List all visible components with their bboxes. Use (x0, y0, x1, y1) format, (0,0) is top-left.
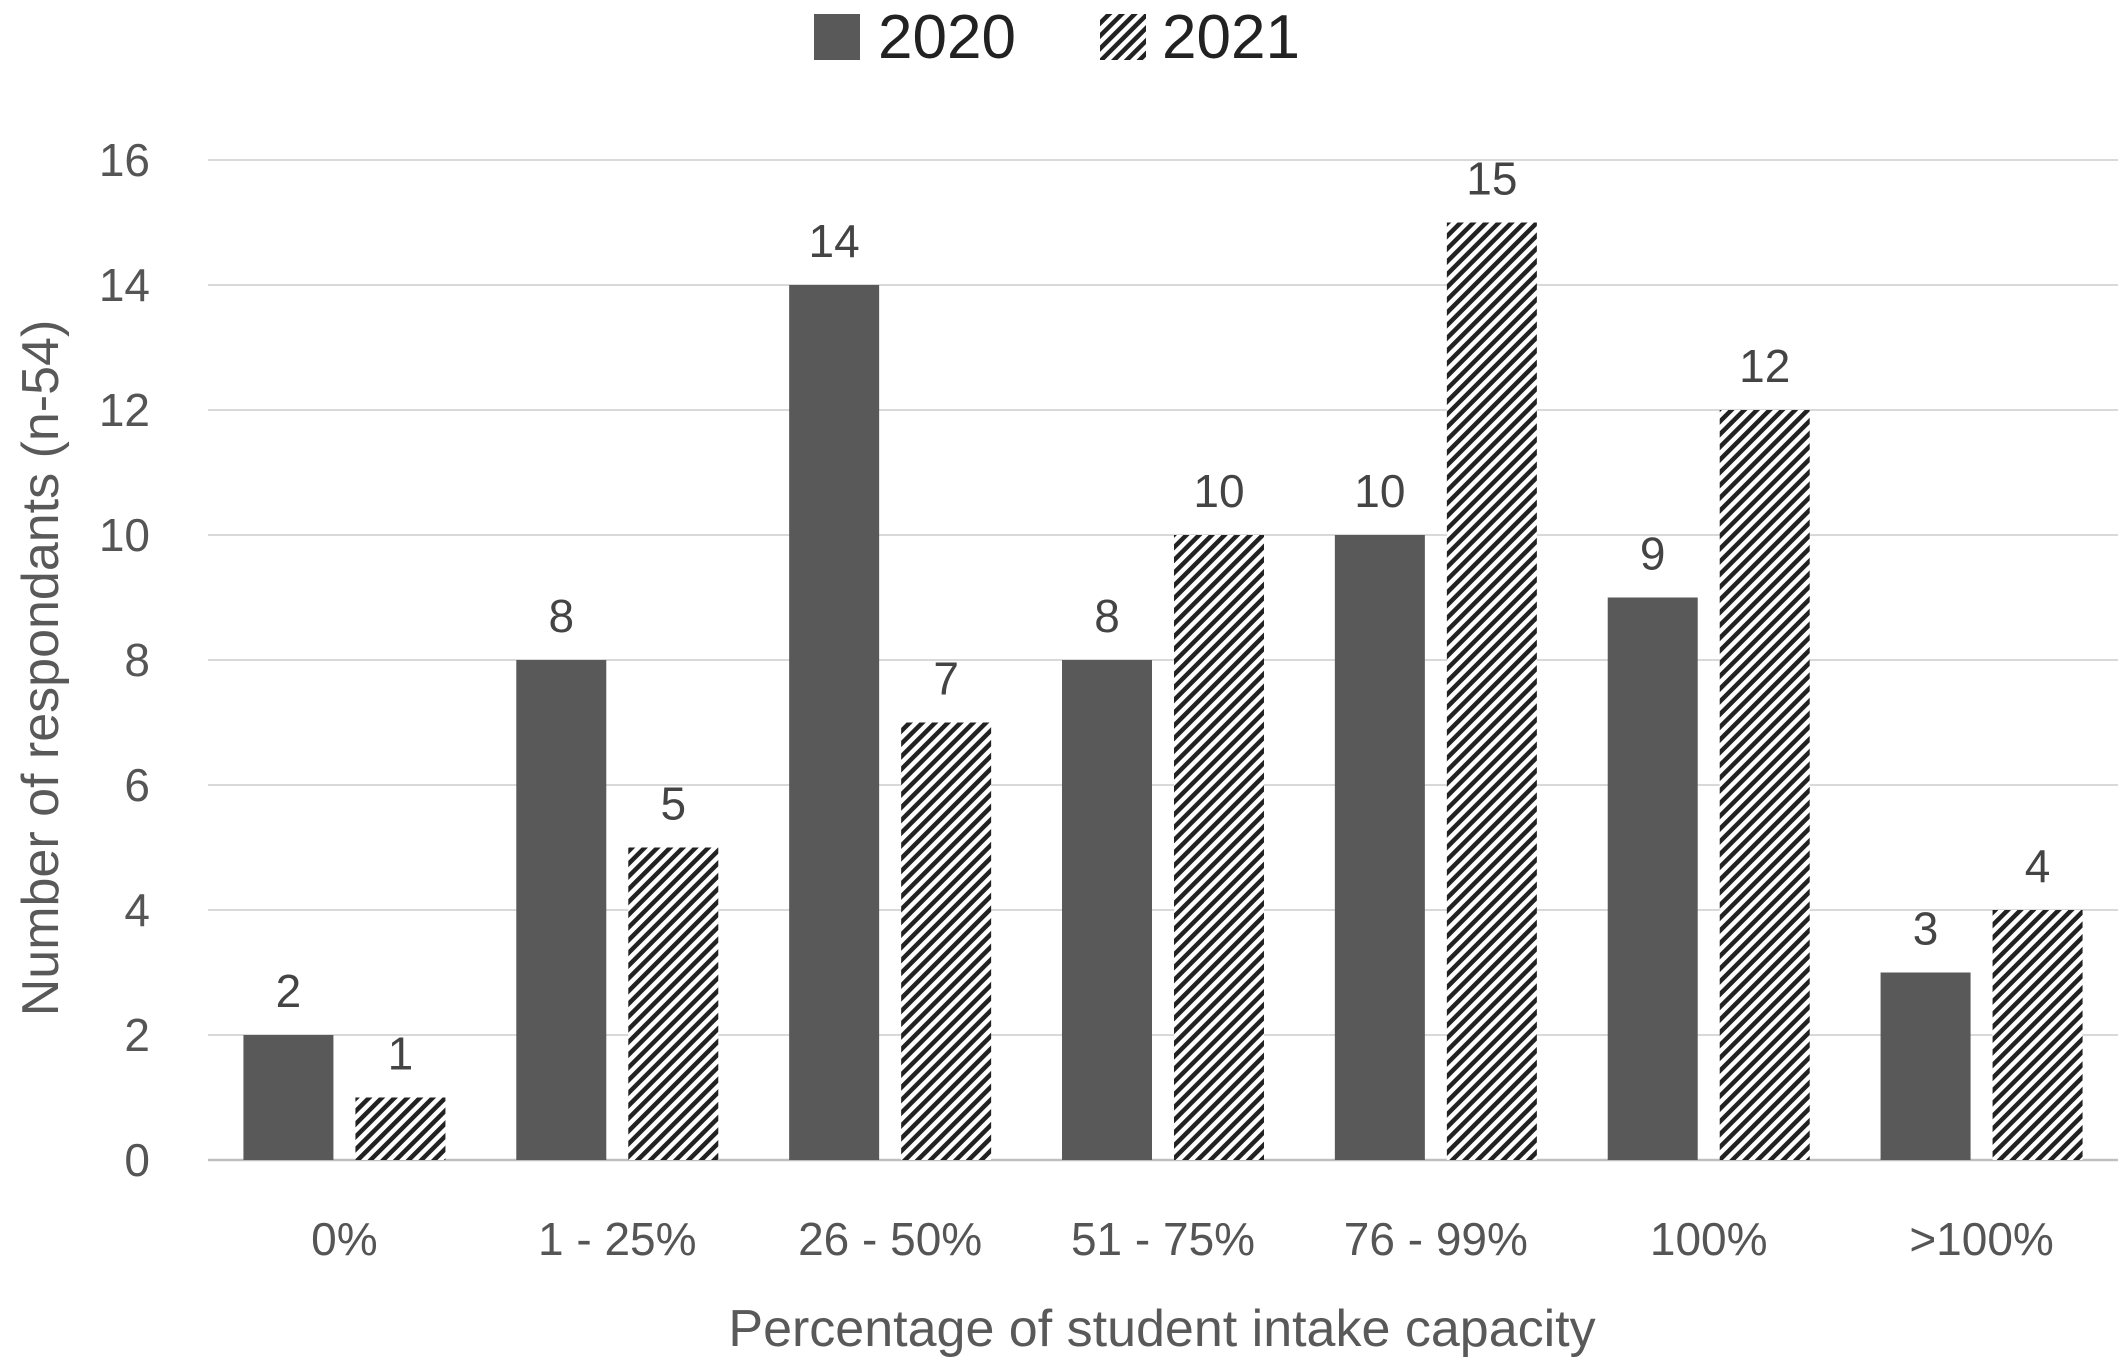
bar-2020-6 (1880, 972, 1971, 1160)
y-tick-label-6: 6 (124, 759, 150, 811)
bar-2020-4 (1334, 535, 1425, 1160)
data-label-2020-0: 2 (276, 965, 302, 1017)
y-tick-label-8: 8 (124, 634, 150, 686)
data-label-2020-3: 8 (1094, 590, 1120, 642)
x-tick-label-2: 26 - 50% (798, 1213, 982, 1265)
bar-2021-6 (1992, 910, 2083, 1160)
x-axis-title: Percentage of student intake capacity (728, 1300, 1595, 1358)
data-label-2021-3: 10 (1193, 465, 1244, 517)
y-tick-label-0: 0 (124, 1134, 150, 1186)
y-tick-label-16: 16 (99, 134, 150, 186)
axes: Percentage of student intake capacity Nu… (12, 134, 2054, 1358)
bar-2021-0 (355, 1097, 446, 1160)
y-axis-title: Number of respondants (n-54) (12, 320, 70, 1017)
x-tick-label-5: 100% (1650, 1213, 1768, 1265)
y-tick-label-4: 4 (124, 884, 150, 936)
x-tick-label-0: 0% (311, 1213, 377, 1265)
gridlines (208, 159, 2118, 1162)
data-label-2020-1: 8 (548, 590, 574, 642)
data-label-2021-6: 4 (2025, 840, 2051, 892)
data-label-2020-4: 10 (1354, 465, 1405, 517)
y-tick-label-12: 12 (99, 384, 150, 436)
data-label-2020-2: 14 (809, 215, 860, 267)
legend-swatch-2021 (1100, 14, 1146, 60)
x-tick-label-4: 76 - 99% (1344, 1213, 1528, 1265)
data-label-2021-0: 1 (388, 1028, 414, 1080)
data-label-2021-4: 15 (1466, 153, 1517, 205)
bar-2020-1 (516, 660, 607, 1160)
bar-2021-5 (1719, 410, 1810, 1160)
x-tick-label-1: 1 - 25% (538, 1213, 697, 1265)
y-tick-label-14: 14 (99, 259, 150, 311)
data-label-2021-2: 7 (933, 653, 959, 705)
bar-2021-2 (901, 722, 992, 1160)
data-label-2020-6: 3 (1913, 903, 1939, 955)
bar-2020-5 (1607, 597, 1698, 1160)
y-tick-label-10: 10 (99, 509, 150, 561)
legend-swatch-2020 (814, 14, 860, 60)
bar-2020-0 (243, 1035, 334, 1160)
x-tick-label-3: 51 - 75% (1071, 1213, 1255, 1265)
bar-2021-4 (1446, 222, 1537, 1160)
bar-2020-2 (789, 285, 880, 1160)
legend-label-2020: 2020 (878, 3, 1016, 72)
data-label-2021-5: 12 (1739, 340, 1790, 392)
bar-2021-1 (628, 847, 719, 1160)
legend: 2020 2021 (814, 3, 1300, 72)
data-label-2021-1: 5 (660, 778, 686, 830)
y-tick-label-2: 2 (124, 1009, 150, 1061)
bars (243, 222, 2083, 1160)
legend-label-2021: 2021 (1162, 3, 1300, 72)
data-label-2020-5: 9 (1640, 528, 1666, 580)
x-tick-label-6: >100% (1909, 1213, 2054, 1265)
bar-2021-3 (1174, 535, 1264, 1160)
bar-2020-3 (1062, 660, 1152, 1160)
data-labels: 2 1 8 5 14 7 8 10 10 15 9 12 3 4 (276, 153, 2051, 1080)
